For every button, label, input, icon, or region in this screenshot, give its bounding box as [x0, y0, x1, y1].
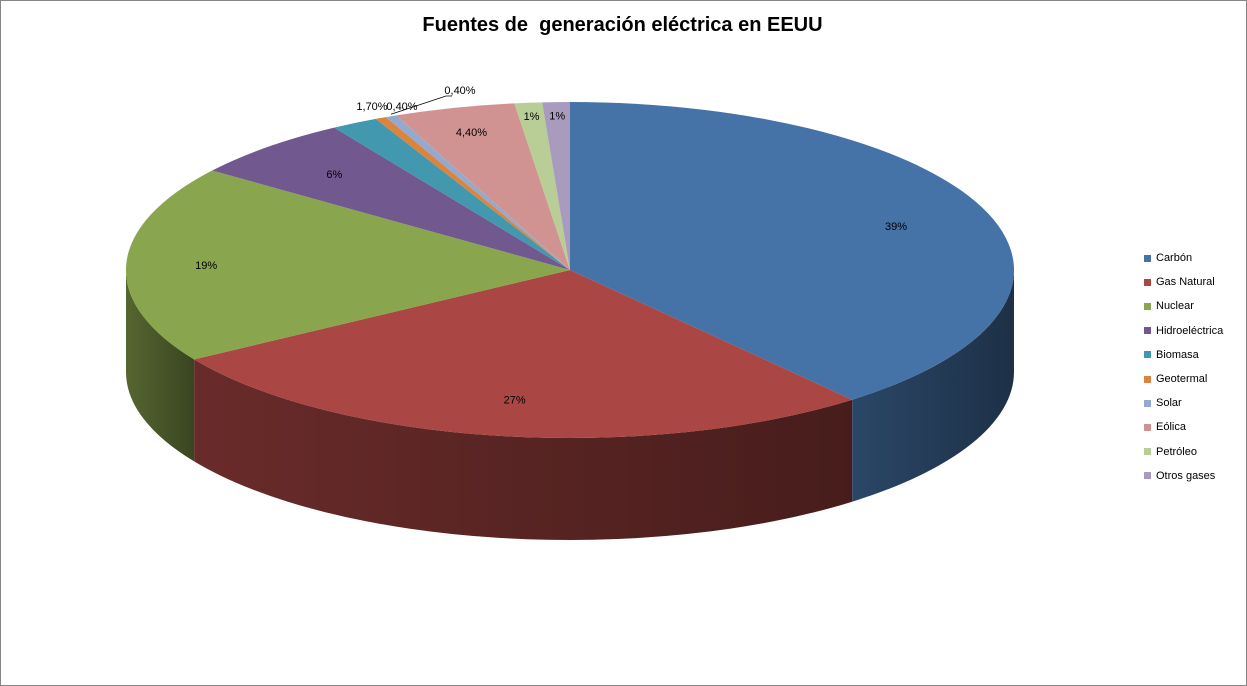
legend-item-nuclear: Nuclear: [1144, 294, 1223, 318]
legend-label: Gas Natural: [1156, 276, 1215, 289]
legend-swatch: [1144, 472, 1151, 480]
legend-swatch: [1144, 375, 1151, 383]
legend-label: Otros gases: [1156, 469, 1216, 482]
pie-slice-solar: [385, 115, 570, 271]
pie-slice-carbon: [570, 102, 1014, 400]
data-label-biomasa: 1,70%: [356, 101, 387, 113]
legend-item-carbon: Carbón: [1144, 246, 1223, 270]
data-label-petroleo: 1%: [524, 111, 540, 123]
pie-slice-eolica: [396, 103, 570, 270]
legend-item-solar: Solar: [1144, 391, 1223, 415]
pie-slice-petroleo: [514, 102, 570, 270]
pie-side-nuclear: [126, 270, 195, 462]
legend-swatch: [1144, 448, 1151, 456]
data-label-geotermal: 0,40%: [386, 101, 417, 113]
legend-swatch: [1144, 399, 1151, 407]
legend-label: Eólica: [1156, 421, 1186, 434]
legend-item-geotermal: Geotermal: [1144, 367, 1223, 391]
pie-side-gas-natural: [194, 359, 853, 540]
pie-top: [126, 102, 1014, 438]
legend-swatch: [1144, 254, 1151, 262]
pie-slice-otros-gases: [542, 102, 570, 270]
pie-leader-line: [390, 95, 452, 115]
data-label-eolica: 4,40%: [456, 127, 487, 139]
chart-title: Fuentes de generación eléctrica en EEUU: [422, 14, 823, 36]
legend-item-otros-gases: Otros gases: [1144, 464, 1223, 488]
legend-item-petroleo: Petróleo: [1144, 440, 1223, 464]
legend-label: Hidroeléctrica: [1156, 324, 1224, 337]
data-label-nuclear: 19%: [195, 260, 217, 272]
pie-side-carbon: [852, 270, 1014, 502]
legend-label: Biomasa: [1156, 348, 1199, 361]
legend-swatch: [1144, 327, 1151, 335]
pie-labels: 39%27%19%6%1,70%0,40%0,40%4,40%1% 1%: [195, 85, 907, 406]
pie-slice-nuclear: [126, 170, 570, 360]
legend-swatch: [1144, 351, 1151, 359]
pie-sides: [126, 270, 1014, 540]
legend-label: Carbón: [1156, 252, 1193, 265]
legend-label: Nuclear: [1156, 300, 1194, 313]
data-label-hidroelectrica: 6%: [326, 169, 342, 181]
pie-slice-hidroelectrica: [212, 127, 570, 271]
legend-item-eolica: Eólica: [1144, 415, 1223, 439]
data-label-carbon: 39%: [885, 221, 907, 233]
legend-label: Geotermal: [1156, 373, 1208, 386]
data-label-otros-gases: 1%: [549, 111, 565, 123]
data-label-gas-natural: 27%: [504, 394, 526, 406]
legend-swatch: [1144, 423, 1151, 431]
chart-legend: Carbón Gas Natural Nuclear Hidroeléctrica Bi…: [1144, 246, 1223, 488]
data-label-solar: 0,40%: [444, 85, 475, 97]
legend-item-gas-natural: Gas Natural: [1144, 270, 1223, 294]
legend-item-hidroelectrica: Hidroeléctrica: [1144, 319, 1223, 343]
legend-label: Solar: [1156, 397, 1182, 410]
legend-label: Petróleo: [1156, 445, 1197, 458]
legend-item-biomasa: Biomasa: [1144, 343, 1223, 367]
pie-slice-biomasa: [334, 118, 570, 270]
legend-swatch: [1144, 278, 1151, 286]
pie-slice-geotermal: [375, 117, 570, 270]
pie-slice-gas-natural: [194, 270, 853, 438]
legend-swatch: [1144, 302, 1151, 310]
